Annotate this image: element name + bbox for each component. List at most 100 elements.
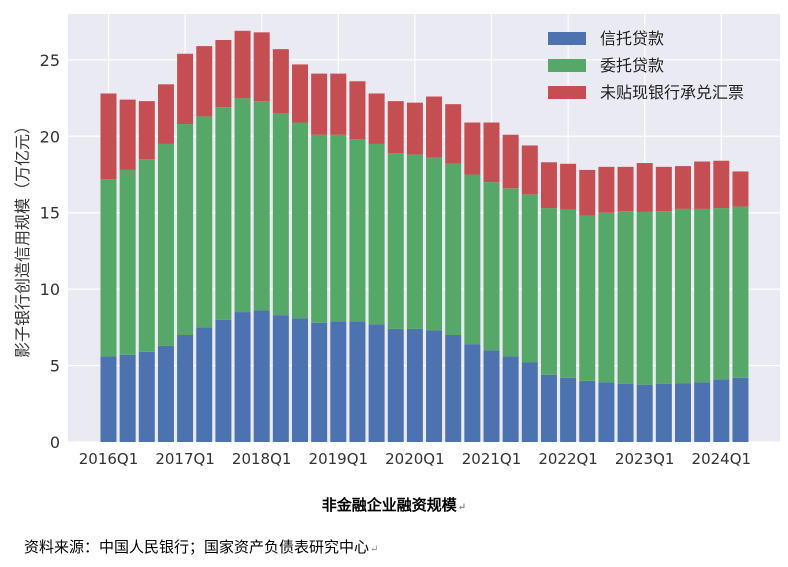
bar-segment: [215, 39, 232, 108]
bar-segment: [540, 208, 557, 375]
bar-segment: [330, 134, 347, 322]
bar-segment: [713, 379, 730, 442]
x-tick-label: 2023Q1: [615, 450, 675, 468]
bar-segment: [387, 153, 404, 329]
bar-segment: [636, 163, 653, 212]
bar-segment: [406, 154, 423, 329]
bar-segment: [119, 354, 136, 442]
y-axis-label: 影子银行创造信用规模（万亿元）: [13, 118, 32, 358]
paragraph-mark: ↵: [457, 502, 467, 513]
legend-label: 委托贷款: [600, 56, 664, 75]
y-tick-label: 10: [40, 280, 60, 299]
bar-segment: [426, 157, 443, 331]
bar-segment: [311, 322, 328, 442]
bar-segment: [215, 319, 232, 442]
bar-segment: [483, 122, 500, 183]
paragraph-mark: ↵: [370, 544, 379, 555]
bar-segment: [387, 101, 404, 154]
bar-segment: [521, 362, 538, 442]
bar-segment: [119, 99, 136, 170]
bar-segment: [732, 171, 749, 207]
y-tick-label: 0: [50, 433, 60, 452]
bar-segment: [215, 107, 232, 320]
bar-segment: [636, 384, 653, 442]
bar-segment: [445, 163, 462, 335]
bar-segment: [330, 73, 347, 135]
figure-caption: 非金融企业融资规模↵: [0, 494, 788, 515]
bar-segment: [292, 64, 308, 123]
x-tick-label: 2019Q1: [309, 450, 369, 468]
bar-segment: [138, 351, 155, 442]
bar-segment: [445, 104, 462, 164]
legend-swatch: [548, 59, 586, 72]
bar-segment: [579, 169, 596, 216]
bar-segment: [368, 93, 385, 144]
bar-segment: [272, 49, 289, 114]
x-tick-label: 2016Q1: [79, 450, 139, 468]
bar-segment: [196, 327, 213, 442]
bar-segment: [617, 383, 634, 442]
bar-segment: [387, 328, 404, 442]
source-text: 资料来源：中国人民银行；国家资产负债表研究中心: [24, 538, 370, 556]
bar-segment: [445, 335, 462, 442]
bar-segment: [100, 179, 117, 357]
bar-segment: [713, 208, 730, 380]
bar-segment: [502, 134, 519, 189]
bar-segment: [675, 166, 691, 209]
bar-segment: [464, 122, 481, 175]
x-tick-label: 2017Q1: [155, 450, 215, 468]
bar-segment: [636, 211, 653, 385]
bar-segment: [253, 310, 270, 442]
bar-segment: [483, 182, 500, 351]
bar-segment: [196, 46, 213, 117]
plot-area: [68, 14, 780, 442]
bar-segment: [464, 174, 481, 345]
bar-segment: [598, 212, 615, 383]
bar-segment: [521, 145, 538, 195]
bar-segment: [426, 330, 443, 442]
bar-segment: [272, 315, 289, 442]
bar-segment: [598, 166, 615, 213]
bar-segment: [655, 383, 672, 442]
bar-segment: [675, 208, 691, 384]
bar-segment: [426, 96, 443, 158]
bar-segment: [157, 84, 174, 144]
bar-segment: [694, 161, 711, 209]
bar-segment: [177, 53, 194, 125]
bar-segment: [560, 377, 577, 442]
bar-segment: [560, 163, 577, 210]
bar-segment: [502, 188, 519, 357]
bar-segment: [598, 382, 615, 442]
bar-segment: [100, 356, 117, 442]
bar-segment: [292, 122, 308, 319]
x-tick-label: 2021Q1: [462, 450, 522, 468]
bar-segment: [311, 134, 328, 323]
bar-segment: [464, 344, 481, 442]
bar-segment: [234, 30, 251, 99]
bar-segment: [253, 32, 270, 102]
x-tick-label: 2024Q1: [692, 450, 752, 468]
bar-segment: [732, 206, 749, 378]
legend-label: 未贴现银行承兑汇票: [600, 83, 744, 102]
bar-segment: [368, 143, 385, 325]
bar-segment: [406, 102, 423, 155]
source-note: 资料来源：中国人民银行；国家资产负债表研究中心↵: [24, 536, 378, 557]
bar-segment: [540, 162, 557, 209]
bar-segment: [560, 209, 577, 378]
bar-segment: [349, 321, 366, 442]
bar-segment: [234, 98, 251, 313]
bar-segment: [177, 124, 194, 335]
bars: [100, 30, 749, 442]
bar-segment: [406, 328, 423, 442]
bar-segment: [349, 139, 366, 322]
y-tick-label: 5: [50, 357, 60, 376]
bar-segment: [579, 380, 596, 442]
bar-segment: [196, 116, 213, 328]
bar-segment: [157, 345, 174, 442]
x-tick-label: 2020Q1: [385, 450, 445, 468]
x-tick-label: 2022Q1: [538, 450, 598, 468]
bar-segment: [694, 208, 711, 383]
bar-segment: [234, 312, 251, 442]
bar-segment: [521, 194, 538, 363]
